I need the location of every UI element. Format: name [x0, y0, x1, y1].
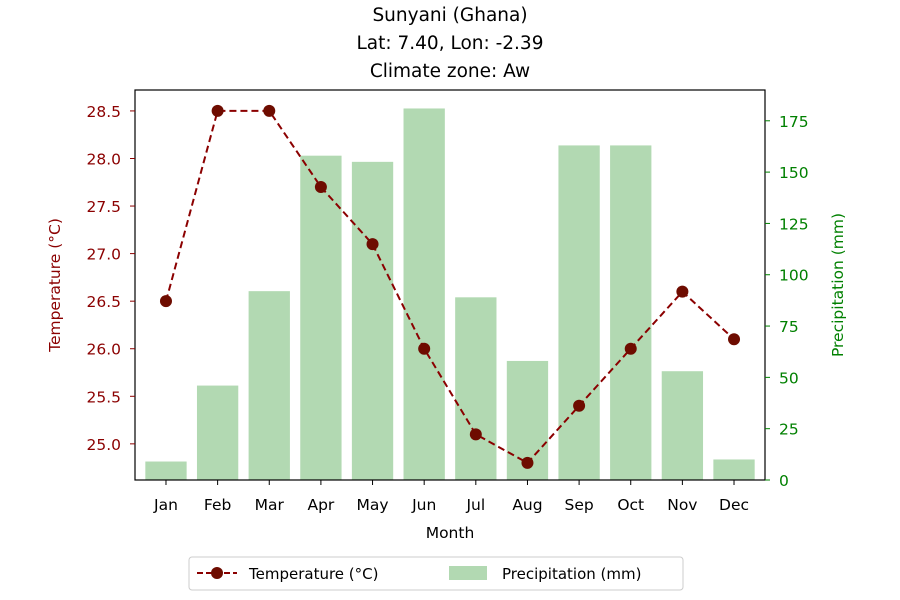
x-tick-label: Mar — [255, 496, 285, 514]
temperature-point-oct — [624, 342, 637, 355]
precipitation-tick-label: 50 — [779, 369, 799, 387]
legend-temperature-label: Temperature (°C) — [248, 565, 378, 583]
precipitation-bar-jan — [145, 461, 187, 480]
x-tick-label: Sep — [564, 496, 593, 514]
x-tick-label: Feb — [204, 496, 231, 514]
temperature-point-may — [366, 238, 379, 251]
legend-box — [188, 556, 684, 591]
x-axis: Jan Feb Mar Apr May Jun Jul Aug Sep Oct Nov Dec — [153, 480, 749, 514]
temperature-tick-label: 25.0 — [86, 436, 121, 454]
x-tick-label: Oct — [617, 496, 644, 514]
legend: Temperature (°C) Precipitation (mm) — [188, 556, 684, 591]
chart-title: Sunyani (Ghana) Lat: 7.40, Lon: -2.39 Cl… — [357, 5, 544, 82]
precipitation-bar-jul — [455, 297, 497, 480]
x-tick-label: Jan — [153, 496, 178, 514]
chart-title-line-3: Climate zone: Aw — [370, 61, 530, 82]
temperature-point-mar — [263, 104, 276, 117]
temperature-point-feb — [211, 104, 224, 117]
precipitation-bar-sep — [558, 145, 600, 480]
precipitation-tick-label: 125 — [779, 215, 809, 233]
temperature-tick-label: 28.0 — [86, 150, 121, 168]
precipitation-bars — [145, 108, 755, 480]
precipitation-tick-label: 175 — [779, 113, 809, 131]
legend-precipitation-label: Precipitation (mm) — [502, 565, 641, 583]
temperature-tick-label: 26.0 — [86, 341, 121, 359]
temperature-tick-label: 27.0 — [86, 246, 121, 264]
temperature-line — [165, 109, 735, 464]
legend-precipitation-swatch — [449, 566, 487, 580]
precipitation-bar-apr — [300, 155, 342, 480]
precipitation-bar-may — [351, 161, 394, 480]
x-tick-label: Apr — [307, 496, 334, 514]
precipitation-tick-label: 0 — [779, 472, 789, 490]
precipitation-tick-label: 100 — [779, 267, 809, 285]
precipitation-axis-label: Precipitation (mm) — [829, 213, 847, 357]
x-tick-label: Jul — [465, 496, 485, 514]
precipitation-bar-jun — [403, 108, 445, 480]
x-tick-label: Nov — [667, 496, 697, 514]
legend-temperature-marker — [211, 567, 223, 579]
precipitation-tick-label: 150 — [779, 164, 809, 182]
temperature-point-nov — [676, 285, 689, 298]
temperature-point-jan — [159, 295, 172, 308]
temperature-tick-label: 26.5 — [86, 293, 121, 311]
temperature-point-jul — [469, 428, 482, 441]
temperature-point-jun — [418, 342, 431, 355]
temperature-tick-label: 28.5 — [86, 103, 121, 121]
x-tick-label: May — [357, 496, 389, 514]
precipitation-bar-nov — [661, 371, 704, 480]
x-tick-label: Jun — [411, 496, 436, 514]
x-axis-label: Month — [426, 524, 475, 542]
temperature-tick-label: 27.5 — [86, 198, 121, 216]
temperature-point-apr — [314, 181, 327, 194]
chart-title-line-2: Lat: 7.40, Lon: -2.39 — [357, 33, 544, 54]
temperature-series — [159, 104, 741, 469]
precipitation-tick-label: 25 — [779, 421, 799, 439]
precipitation-bar-oct — [610, 145, 652, 480]
precipitation-bar-feb — [196, 385, 239, 480]
precipitation-bar-dec — [713, 459, 755, 480]
temperature-point-aug — [521, 456, 534, 469]
chart-title-line-1: Sunyani (Ghana) — [372, 5, 527, 26]
x-tick-label: Dec — [719, 496, 749, 514]
temperature-point-sep — [573, 399, 586, 412]
temperature-point-dec — [728, 333, 741, 346]
plot-area-frame — [134, 89, 766, 481]
precipitation-tick-label: 75 — [779, 318, 799, 336]
temperature-axis: 25.0 25.5 26.0 26.5 27.0 27.5 28.0 28.5 — [86, 103, 135, 454]
x-tick-label: Aug — [512, 496, 542, 514]
temperature-tick-label: 25.5 — [86, 388, 121, 406]
precipitation-bar-mar — [248, 291, 290, 480]
temperature-axis-label: Temperature (°C) — [46, 218, 64, 353]
precipitation-axis: 0 25 50 75 100 125 150 175 — [765, 113, 809, 490]
